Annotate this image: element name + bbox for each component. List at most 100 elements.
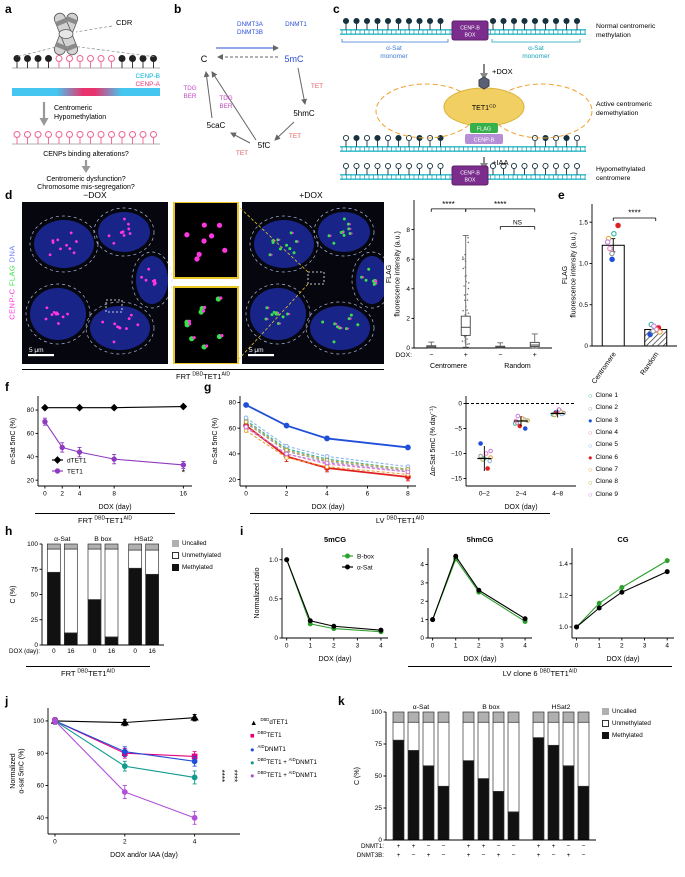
clone-legend: ○ Clone 1 ○ Clone 2 ● Clone 3 ○ Clone 4 ○ Clone 5… <box>588 390 618 501</box>
chart-frt-5mc: 0 2 4 8 16 20 40 60 80 DOX (day) α-Sat 5mC (%) * dTE… <box>10 396 192 511</box>
svg-text:16: 16 <box>180 491 188 498</box>
svg-text:+: + <box>467 852 471 859</box>
svg-text:B box: B box <box>482 704 500 711</box>
svg-text:−5: −5 <box>455 426 463 433</box>
svg-text:3: 3 <box>420 580 424 587</box>
svg-text:−: − <box>567 843 571 850</box>
svg-text:1.2: 1.2 <box>559 593 568 600</box>
svg-text:+: + <box>567 852 571 859</box>
svg-text:dTET1: dTET1 <box>67 457 87 464</box>
node-5cac: 5caC <box>207 121 226 130</box>
chart-bisulfite-frt: 0 25 50 75 100 C (%) 0 16 0 16 0 16 α-Sat B box HSat2 D… <box>9 536 164 655</box>
svg-text:−: − <box>512 852 516 859</box>
svg-text:40: 40 <box>27 454 35 461</box>
svg-text:1.0: 1.0 <box>269 557 278 564</box>
svg-text:0–2: 0–2 <box>479 491 490 498</box>
cenpb-box-text: CENP-B <box>460 26 480 32</box>
panel-label-h: h <box>5 524 13 538</box>
svg-text:0: 0 <box>133 648 137 655</box>
svg-text:20: 20 <box>229 477 237 484</box>
svg-text:8: 8 <box>112 491 116 498</box>
svg-text:0: 0 <box>458 401 462 408</box>
svg-text:DOX and/or IAA (day): DOX and/or IAA (day) <box>110 852 178 859</box>
dnmt3a-label: DNMT3A <box>237 21 264 28</box>
svg-text:−: − <box>552 852 556 859</box>
cenp-a-label: CENP-A <box>135 81 160 88</box>
svg-text:Δα-Sat 5mC (% day−1): Δα-Sat 5mC (% day−1) <box>429 406 438 476</box>
question-3: Chromosome mis-segregation? <box>37 184 135 191</box>
svg-text:−: − <box>582 843 586 850</box>
svg-text:0: 0 <box>244 491 248 498</box>
ber-label: BER <box>184 93 197 100</box>
tet-label: TET <box>236 150 248 157</box>
cenpb-protein <box>465 134 503 144</box>
svg-text:B-box: B-box <box>357 553 375 560</box>
panel-b-cycle: DNMT3A DNMT3B DNMT1 C 5mC TET 5hmC TET 5… <box>183 21 323 157</box>
svg-text:HSat2: HSat2 <box>134 536 153 543</box>
svg-text:Centromere: Centromere <box>591 351 618 385</box>
svg-text:1: 1 <box>597 643 601 650</box>
svg-text:1: 1 <box>420 617 424 624</box>
dnmt1-label: DNMT1 <box>285 21 307 28</box>
svg-text:HSat2: HSat2 <box>552 704 571 711</box>
tet1cd-label: TET1CD <box>472 104 497 113</box>
svg-text:1: 1 <box>454 643 458 650</box>
svg-text:20: 20 <box>27 477 35 484</box>
cenp-gradient-bar <box>12 88 160 96</box>
svg-text:****: **** <box>442 200 454 209</box>
svg-text:+: + <box>397 843 401 850</box>
svg-text:6: 6 <box>366 491 370 498</box>
dox-hexagon-icon <box>478 76 490 90</box>
svg-text:0: 0 <box>378 837 382 844</box>
hypomethylation-label-1: Centromeric <box>54 105 93 112</box>
legend-item: Unmethylated <box>602 718 651 730</box>
legend-item: Uncalled <box>602 706 651 718</box>
panel-label-a: a <box>5 2 12 16</box>
svg-text:0: 0 <box>575 643 579 650</box>
microscopy-images: 5 μm 5 μm <box>22 202 384 364</box>
svg-text:2: 2 <box>332 643 336 650</box>
svg-text:α-Sat 5mC (%): α-Sat 5mC (%) <box>212 418 219 464</box>
svg-text:2–4: 2–4 <box>516 491 527 498</box>
chart-cg: 0 1 2 3 4 1.0 1.2 1.4 DOX (day) CG <box>559 535 674 663</box>
svg-text:CG: CG <box>617 535 628 544</box>
svg-text:C (%): C (%) <box>354 767 361 785</box>
ber-label: BER <box>220 103 233 110</box>
cenpc-stain-label: CENP-C <box>7 288 17 320</box>
methylation-legend: Uncalled Unmethylated Methylated <box>172 538 221 574</box>
node-5fc: 5fC <box>258 141 271 150</box>
svg-text:+: + <box>467 843 471 850</box>
svg-text:Normalized: Normalized <box>10 753 17 789</box>
svg-text:+: + <box>533 352 537 359</box>
svg-text:2: 2 <box>420 598 424 605</box>
legend-item: Methylated <box>172 562 221 574</box>
svg-text:50: 50 <box>31 592 39 599</box>
svg-text:α-Sat 5mC (%): α-Sat 5mC (%) <box>10 418 17 464</box>
svg-text:1.0: 1.0 <box>579 261 588 268</box>
alpha-sat-monomer-left: α-Sat <box>386 45 402 52</box>
svg-text:1: 1 <box>308 643 312 650</box>
svg-text:TET1: TET1 <box>67 468 83 475</box>
panel-label-k: k <box>338 694 345 708</box>
row3-caption: Hypomethylated <box>596 166 645 173</box>
panel-a-schematic: CDR CENP-B CENP-A Centromeric Hypomethyl… <box>12 12 161 191</box>
construct-caption-i: LV clone 6 DBDTET1AID <box>408 666 672 678</box>
plus-dox-label: +DOX <box>492 67 513 76</box>
svg-text:0: 0 <box>584 343 588 350</box>
svg-text:−: − <box>512 843 516 850</box>
svg-text:FLAG: FLAG <box>562 266 569 284</box>
tdg-label: TDG <box>219 95 232 102</box>
row1-caption: Normal centromeric <box>596 23 656 30</box>
svg-text:60: 60 <box>27 431 35 438</box>
svg-text:8: 8 <box>406 227 410 234</box>
svg-text:75: 75 <box>31 566 39 573</box>
row3-caption: centromere <box>596 175 631 182</box>
cdr-label: CDR <box>116 18 133 27</box>
legend-item: ● AIDDNMT1 <box>250 743 286 754</box>
svg-text:16: 16 <box>149 648 157 655</box>
cenpb-box-text: BOX <box>465 178 476 184</box>
cenpb-box <box>451 20 489 41</box>
svg-text:0: 0 <box>34 642 38 649</box>
stain-color-key: CENP-C FLAG DNA <box>8 228 17 338</box>
series-legend-j: ▲ DBDdTET1 ■ DBDTET1 ● AIDDNMT1 ● DBDTET1 + AID… <box>250 716 317 783</box>
